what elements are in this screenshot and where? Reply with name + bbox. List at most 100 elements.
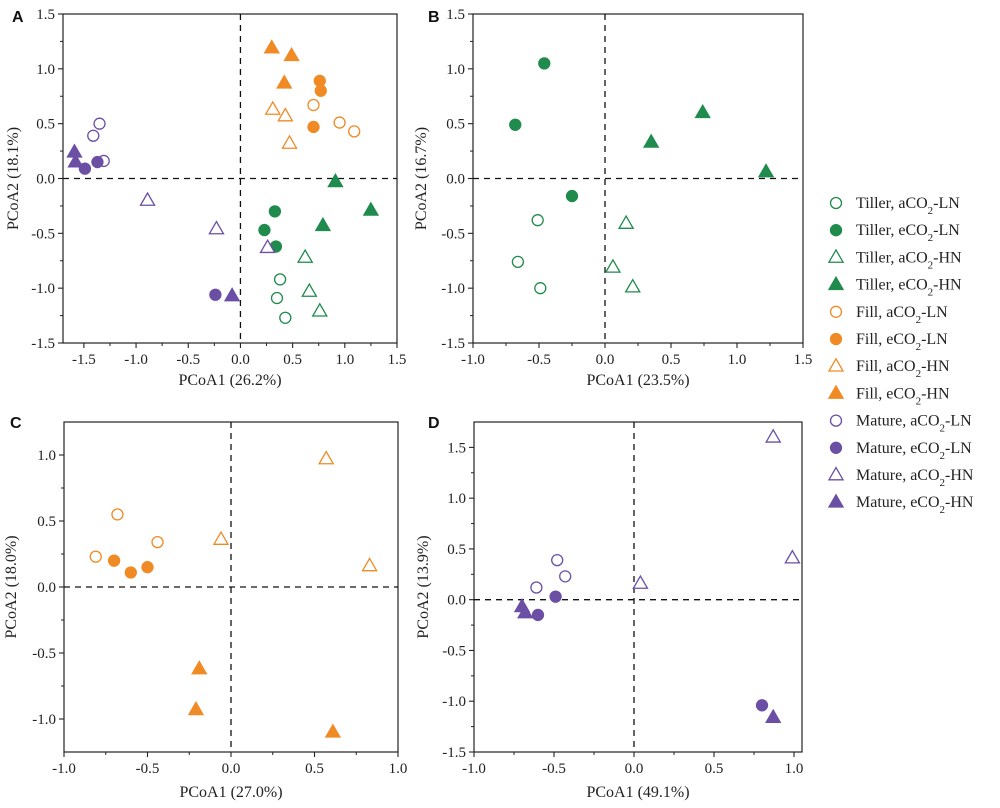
- data-point-tiller-triangle: [617, 214, 635, 229]
- data-point-fill-circle: [307, 98, 320, 112]
- data-point-tiller-circle: [268, 205, 282, 218]
- x-tick-label: 0.0: [231, 352, 250, 368]
- x-tick-label: -0.5: [527, 352, 551, 368]
- x-tick-label: 1.0: [785, 761, 804, 777]
- y-tick-label: -1.0: [442, 694, 466, 710]
- y-tick-label: 0.5: [37, 514, 56, 530]
- y-tick-label: 1.0: [447, 491, 466, 507]
- x-tick-label: -0.5: [176, 352, 200, 368]
- x-tick-label: -0.5: [542, 761, 566, 777]
- data-point-fill-circle: [333, 116, 346, 129]
- x-axis-label: PCoA1 (23.5%): [586, 372, 689, 389]
- y-tick-label: -0.5: [32, 646, 56, 662]
- data-point-fill-circle: [307, 120, 320, 134]
- data-point-fill-circle: [151, 535, 164, 549]
- data-point-mature-triangle: [139, 191, 156, 206]
- plot-frame: [473, 421, 803, 753]
- data-point-mature-circle: [530, 581, 543, 594]
- legend-label: Tiller, aCO2-LN: [856, 195, 960, 217]
- y-tick-label: 0.0: [446, 172, 465, 188]
- x-tick-label: 1.0: [389, 761, 408, 777]
- y-tick-label: -0.5: [441, 226, 465, 242]
- legend-label: Tiller, eCO2-HN: [856, 277, 962, 299]
- data-point-tiller-circle: [273, 273, 287, 286]
- y-tick-label: 1.5: [446, 7, 465, 23]
- data-point-fill-triangle: [187, 701, 205, 716]
- legend-label: Fill, eCO2-HN: [856, 385, 950, 407]
- x-axis-label: PCoA1 (26.2%): [178, 372, 281, 389]
- data-point-fill-triangle: [263, 39, 280, 54]
- legend-label: Fill, aCO2-LN: [856, 304, 948, 326]
- data-point-fill-circle: [141, 561, 154, 574]
- x-axis-label: PCoA1 (27.0%): [179, 784, 282, 801]
- data-point-tiller-circle: [511, 255, 525, 268]
- data-point-tiller-triangle: [314, 216, 332, 232]
- legend-marker-tiller-triangle: [827, 275, 845, 291]
- data-point-tiller-triangle: [694, 103, 711, 119]
- data-point-mature-circle: [559, 570, 572, 583]
- data-point-tiller-circle: [534, 282, 547, 295]
- y-tick-label: 0.5: [447, 542, 466, 558]
- y-tick-label: -1.0: [31, 281, 55, 297]
- legend-label: Tiller, aCO2-HN: [856, 249, 962, 271]
- data-point-fill-circle: [348, 125, 361, 138]
- data-point-mature-triangle: [784, 549, 801, 564]
- legend-marker-mature-triangle: [827, 466, 845, 481]
- legend-marker-tiller-circle: [829, 196, 843, 210]
- x-tick-label: 0.5: [305, 761, 324, 777]
- x-tick-label: -1.5: [72, 352, 96, 368]
- x-tick-label: 0.5: [662, 352, 681, 368]
- legend-marker-mature-circle: [829, 441, 843, 454]
- data-point-fill-triangle: [283, 46, 300, 62]
- legend: Tiller, aCO2-LN Tiller, eCO2-LN Tiller, aC…: [827, 195, 974, 516]
- legend-label: Mature, eCO2-HN: [856, 494, 974, 516]
- legend-label: Mature, eCO2-LN: [856, 440, 972, 462]
- data-point-tiller-triangle: [301, 282, 318, 297]
- legend-marker-tiller-circle: [829, 224, 843, 237]
- data-point-tiller-triangle: [311, 302, 328, 317]
- panel-letter: A: [12, 9, 24, 26]
- y-tick-label: -1.5: [442, 745, 466, 761]
- data-point-mature-circle: [91, 155, 104, 169]
- legend-marker-fill-triangle: [827, 384, 845, 399]
- x-tick-label: -1.0: [461, 352, 485, 368]
- data-point-tiller-circle: [565, 189, 579, 203]
- data-point-mature-circle: [549, 590, 562, 603]
- data-point-mature-triangle: [208, 220, 225, 235]
- y-tick-label: 1.0: [36, 62, 55, 78]
- data-point-tiller-circle: [279, 311, 292, 324]
- x-tick-label: 0.0: [625, 761, 644, 777]
- panel-letter: C: [10, 415, 22, 432]
- data-point-fill-triangle: [281, 134, 298, 149]
- data-point-tiller-triangle: [362, 201, 380, 216]
- data-point-fill-triangle: [318, 450, 335, 465]
- y-axis-label: PCoA2 (16.7%): [413, 127, 430, 230]
- x-axis-label: PCoA1 (49.1%): [586, 784, 689, 801]
- data-point-fill-triangle: [277, 107, 294, 122]
- y-axis-label: PCoA2 (18.1%): [5, 127, 22, 230]
- data-point-mature-triangle: [223, 287, 241, 302]
- data-point-mature-triangle: [517, 604, 534, 619]
- x-tick-label: 0.0: [222, 761, 241, 777]
- data-point-tiller-circle: [531, 214, 544, 227]
- data-point-mature-triangle: [765, 708, 782, 723]
- data-point-fill-triangle: [276, 74, 293, 89]
- data-point-mature-triangle: [765, 428, 782, 443]
- data-point-mature-circle: [93, 117, 106, 130]
- y-tick-label: -1.5: [31, 336, 55, 352]
- data-point-mature-triangle: [67, 153, 84, 168]
- data-point-tiller-triangle: [296, 248, 314, 263]
- y-tick-label: -0.5: [31, 226, 55, 242]
- data-point-tiller-triangle: [624, 278, 641, 293]
- data-point-tiller-circle: [538, 57, 551, 70]
- data-point-tiller-circle: [258, 223, 271, 237]
- legend-label: Mature, aCO2-HN: [856, 467, 974, 489]
- x-tick-label: -1.0: [462, 761, 486, 777]
- data-point-fill-circle: [89, 550, 102, 563]
- x-tick-label: 0.0: [596, 352, 615, 368]
- panel-a: -1.5 -1.0 -0.5 0.0 0.5 1.0 1.5 -1.5 -1.0 -0.5 0.0 0…: [5, 7, 406, 389]
- legend-label: Tiller, eCO2-LN: [856, 222, 960, 244]
- data-point-mature-circle: [209, 288, 222, 301]
- y-tick-label: 0.0: [37, 580, 56, 596]
- x-tick-label: 1.5: [388, 352, 407, 368]
